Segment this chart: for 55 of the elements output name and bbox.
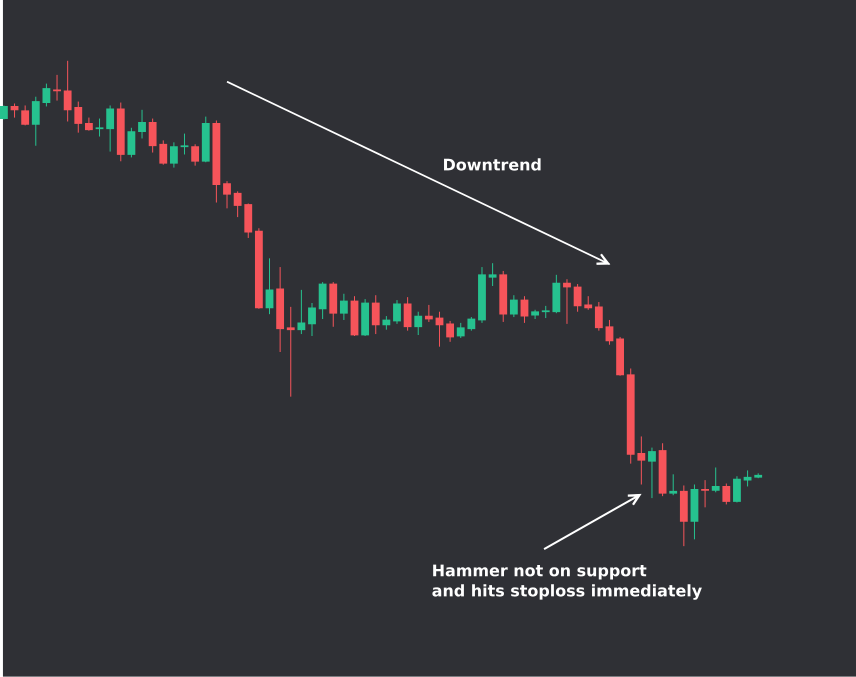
candlestick: [84, 117, 93, 132]
candlestick: [21, 105, 30, 126]
candlestick: [637, 436, 646, 486]
annotation: Downtrend: [444, 158, 541, 171]
candlestick: [648, 447, 656, 499]
candlestick: [159, 140, 168, 166]
candlestick: [563, 278, 571, 325]
candlestick: [106, 105, 114, 152]
candlestick: [467, 316, 476, 332]
candlestick: [138, 109, 146, 140]
candlestick: [404, 296, 412, 332]
candlestick: [446, 320, 454, 342]
candlestick: [223, 180, 231, 209]
candlestick: [308, 302, 316, 337]
candlestick: [744, 470, 752, 488]
text: and hits stoploss immediately: [432, 584, 702, 600]
candlestick: [393, 300, 401, 325]
candlestick: [594, 302, 603, 332]
candlestick: [180, 133, 188, 156]
candlestick: [266, 258, 274, 315]
candlestick: [436, 311, 444, 348]
candlestick: [531, 309, 540, 320]
candlestick: [191, 144, 200, 166]
candlestick: [712, 467, 720, 493]
candlestick: [127, 127, 136, 158]
candlestick: [488, 262, 497, 287]
candlestick: [669, 474, 678, 496]
candlestick: [96, 118, 104, 138]
candlestick: [414, 311, 422, 336]
candlestick: [234, 191, 242, 218]
candlestick: [42, 83, 50, 108]
candlestick: [170, 142, 178, 168]
candlestick: [382, 316, 390, 330]
candlestick: [64, 60, 72, 122]
candlestick: [148, 118, 157, 154]
candlestick: [372, 294, 380, 335]
text: Hammer not on support: [433, 564, 646, 580]
candlestick: [520, 296, 528, 324]
candlestick: [10, 103, 18, 118]
candlestick: [456, 322, 465, 339]
candlestick: [510, 294, 518, 318]
candlestick: [574, 284, 582, 312]
candlestick: [74, 101, 82, 134]
candlestick: [297, 290, 306, 335]
candlestick: [701, 480, 709, 508]
candlestick: [286, 306, 295, 398]
candlestick: [733, 476, 741, 504]
candlestick: [584, 296, 592, 310]
candlestick: [722, 483, 730, 506]
candlestick: [340, 293, 348, 321]
candlestick: [424, 304, 433, 323]
candlestick: [0, 105, 8, 120]
candlestick: [606, 320, 614, 346]
candlestick: [53, 74, 61, 102]
candlestick: [32, 96, 40, 146]
